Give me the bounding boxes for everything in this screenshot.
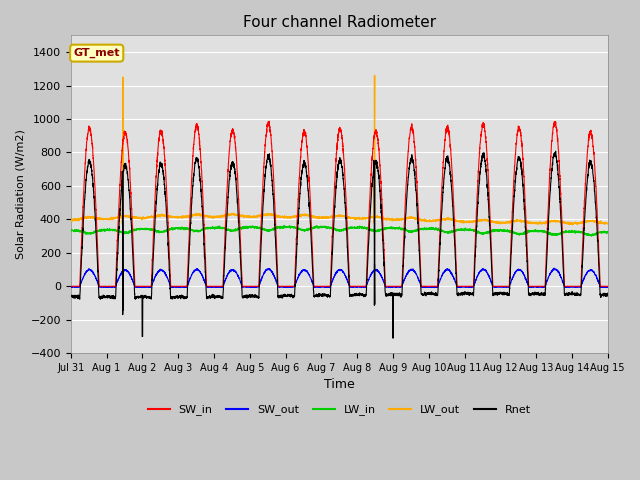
Title: Four channel Radiometer: Four channel Radiometer <box>243 15 436 30</box>
Text: GT_met: GT_met <box>74 48 120 58</box>
Y-axis label: Solar Radiation (W/m2): Solar Radiation (W/m2) <box>15 129 25 259</box>
Legend: SW_in, SW_out, LW_in, LW_out, Rnet: SW_in, SW_out, LW_in, LW_out, Rnet <box>143 400 535 420</box>
X-axis label: Time: Time <box>324 378 355 392</box>
